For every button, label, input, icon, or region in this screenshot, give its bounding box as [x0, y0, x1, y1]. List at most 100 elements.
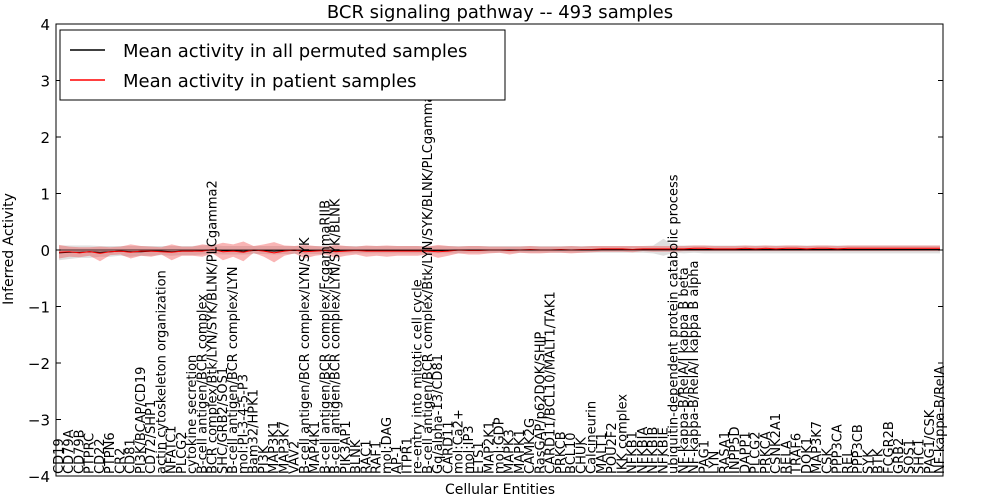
x-tick-label: CSK [820, 448, 835, 474]
x-tick-label: BLNK [349, 439, 364, 474]
y-tick-label: 0 [40, 242, 50, 260]
x-tick-label: B-cell antigen/BCR complex/FcgammaRIIB [318, 200, 333, 474]
x-tick-label: BCL10 [564, 432, 579, 474]
x-tick-label: PLCG2 [175, 431, 190, 474]
x-tick-label: CD72/SHP1 [144, 400, 159, 474]
x-tick-label: CD81 [124, 438, 139, 474]
x-tick-label: VAV2 [288, 441, 303, 474]
x-tick-label: IKK complex [615, 394, 630, 474]
x-tick-label: B-cell antigen/BCR complex/Btk/LYN/SYK/B… [421, 86, 436, 474]
x-tick-label: cytokine secretion [185, 355, 200, 474]
x-tick-label: PPP3CB [851, 424, 866, 474]
x-tick-label: INPP5D [728, 426, 743, 474]
x-tick-label: MAP3K7 [810, 421, 825, 474]
x-tick-label: TRAF6 [790, 433, 805, 475]
x-tick-label: mol:DAG [380, 417, 395, 474]
x-tick-label: SHC1 [913, 439, 928, 474]
x-tick-label: RAC1 [359, 439, 374, 474]
y-ticks: 4 3 2 1 0 −1 −2 −3 −4 [28, 16, 943, 486]
y-tick-label: −2 [28, 355, 50, 373]
legend-label-permuted: Mean activity in all permuted samples [123, 41, 467, 62]
legend: Mean activity in all permuted samples Me… [59, 29, 506, 101]
x-tick-label: B-cell antigen/BCR complex [195, 294, 210, 474]
x-tick-label: NF-kappa-B/RelA [933, 366, 948, 474]
x-tick-label: SOS1 [902, 439, 917, 474]
x-tick-label: DAPP1 [738, 431, 753, 474]
x-tick-label: NFKBIE [656, 427, 671, 474]
x-tick-label: MAP3K1 [267, 421, 282, 474]
x-tick-label: RAF1 [370, 441, 385, 474]
x-tick-label: LYN [708, 451, 723, 474]
x-tick-label: B-cell antigen/BCR complex/LYN/SYK [298, 237, 313, 474]
plot-frame [55, 23, 944, 477]
x-tick-label: CR2 [114, 448, 129, 474]
x-tick-label: PTPN6 [103, 432, 118, 474]
x-tick-label: ubiquitin-dependent protein catabolic pr… [667, 174, 682, 474]
x-tick-label: CARD11 [441, 420, 456, 474]
x-tick-label: CSNK2A1 [769, 413, 784, 474]
x-tick-label: NFKBIA [636, 427, 651, 474]
y-tick-label: 4 [40, 16, 50, 34]
x-tick-label: DOK1 [800, 437, 815, 474]
x-tick-label: Gq/alpha-13/CD81 [431, 354, 446, 474]
x-tick-label: ETS1 [472, 441, 487, 474]
x-tick-label: NFKB1 [626, 431, 641, 474]
x-tick-label: Calcineurin [585, 401, 600, 474]
x-axis-label: Cellular Entities [445, 482, 555, 498]
x-tick-label: MAPK3 [503, 429, 518, 474]
x-tick-label: Bam32/HPK1 [247, 389, 262, 474]
legend-label-patient: Mean activity in patient samples [123, 71, 417, 92]
x-tick-label: GRB2 [892, 438, 907, 474]
x-tick-label: PI3K/BCAP/CD19 [134, 367, 149, 474]
y-axis-label: Inferred Activity [1, 193, 17, 305]
y-tick-label: −3 [28, 412, 50, 430]
chart-title: BCR signaling pathway -- 493 samples [327, 2, 673, 23]
x-tick-label: PRKCA [759, 431, 774, 474]
x-tick-label: RELA [779, 440, 794, 474]
x-tick-labels: CD19CD79ACD79BPTPRCCD22PTPN6CR2CD81PI3K/… [52, 86, 948, 475]
x-tick-label: actin cytoskeleton organization [154, 270, 169, 474]
x-tick-label: NFKBIB [646, 427, 661, 474]
x-tick-label: NF-kappa-B/RelA/I kappa B beta [677, 267, 692, 474]
band-patient [59, 241, 940, 263]
x-tick-label: PLCG2 [749, 431, 764, 474]
x-tick-label: PTPRC [83, 433, 98, 474]
y-tick-label: 3 [40, 73, 50, 91]
legend-box [59, 29, 506, 101]
band-permuted [59, 238, 940, 261]
x-tick-label: RasGAP/p62DOK/SHIP [534, 332, 549, 474]
x-tick-label: SHC/GRB2/SOS1 [216, 367, 231, 474]
x-tick-label: BCR complex/Btk/LYN/SYK/BLNK/PLCgamma2 [206, 180, 221, 474]
x-tick-label: CD22 [93, 438, 108, 474]
x-tick-label: mol:GDP [493, 417, 508, 474]
x-tick-label: ITPR1 [400, 437, 415, 474]
x-tick-label: CD79B [73, 429, 88, 474]
y-tick-label: 2 [40, 129, 50, 147]
x-tick-label: NFATC1 [165, 426, 180, 474]
y-tick-label: 1 [40, 186, 50, 204]
x-tick-label: NF-kappa-B/RelA/I kappa B alpha [687, 261, 702, 474]
x-tick-label: re-entry into mitotic cell cycle [411, 279, 426, 474]
x-tick-label: PIK3AP1 [339, 421, 354, 474]
x-tick-label: CHUK [575, 437, 590, 474]
x-tick-label: mol:PI-3-4-5-P3 [236, 374, 251, 474]
x-tick-label: RASA1 [718, 431, 733, 474]
x-tick-label: CAMK2G [523, 418, 538, 474]
x-tick-label: mol:Ca2+ [452, 409, 467, 474]
x-tick-label: BTK [872, 448, 887, 474]
x-tick-label: POU2F2 [605, 422, 620, 474]
confidence-bands [59, 238, 940, 263]
x-tick-label: SYK [861, 449, 876, 474]
x-tick-label: B-cell antigen/BCR complex/LYN [226, 267, 241, 474]
x-tick-label: PAG1 [697, 440, 712, 474]
x-tick-label: FCGR2B [882, 421, 897, 474]
x-tick-label: MAP2K1 [482, 421, 497, 474]
x-tick-label: AP-1 [390, 445, 405, 474]
x-tick-label: B-cell antigen/BCR complex/LYN/SYK/BLNK [329, 198, 344, 474]
x-tick-label: MALT1 [595, 432, 610, 474]
y-tick-label: −4 [28, 468, 50, 486]
x-tick-label: CD79A [62, 429, 77, 474]
x-tick-label: CARD11/BCL10/MALT1/TAK1 [544, 291, 559, 474]
x-tick-label: MAP4K1 [308, 421, 323, 474]
